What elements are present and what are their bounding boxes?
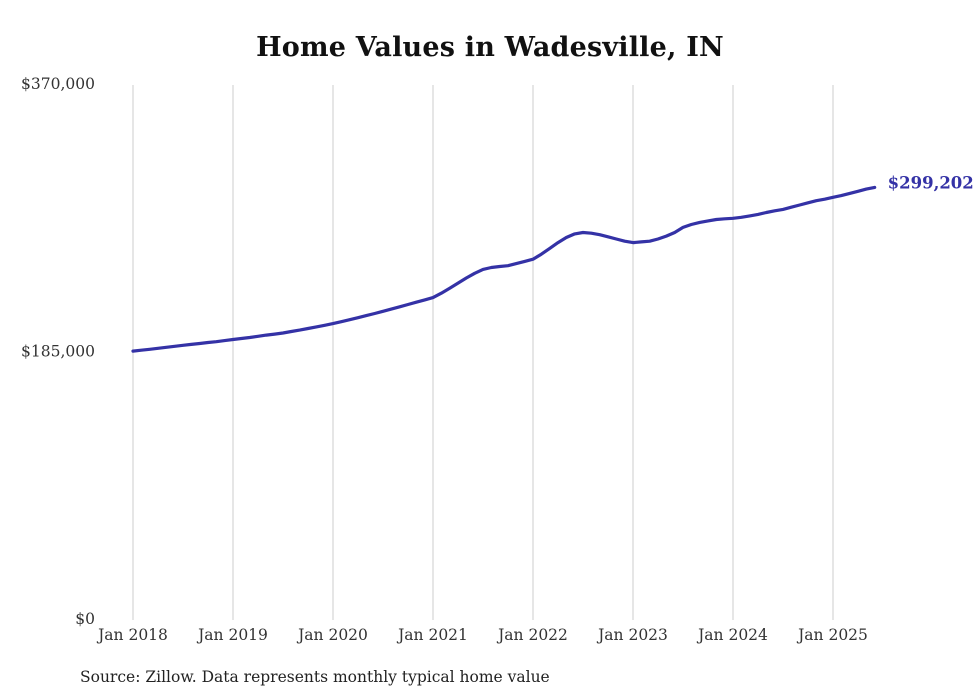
y-axis-tick-label: $185,000 [21, 343, 95, 361]
x-axis-tick-label: Jan 2018 [96, 626, 168, 644]
chart-title: Home Values in Wadesville, IN [256, 32, 724, 63]
y-axis-tick-label: $370,000 [21, 75, 95, 93]
x-axis-tick-label: Jan 2020 [296, 626, 368, 644]
x-axis-tick-label: Jan 2022 [496, 626, 568, 644]
x-axis-tick-label: Jan 2019 [196, 626, 268, 644]
x-axis-tick-label: Jan 2024 [696, 626, 768, 644]
x-axis-tick-label: Jan 2025 [796, 626, 868, 644]
chart-source-note: Source: Zillow. Data represents monthly … [80, 668, 550, 686]
home-value-series-line [131, 185, 877, 353]
x-axis-tick-label: Jan 2023 [596, 626, 668, 644]
y-axis-tick-label: $0 [75, 610, 95, 628]
x-axis-tick-label: Jan 2021 [396, 626, 468, 644]
latest-value-label: $299,202 [888, 173, 974, 192]
